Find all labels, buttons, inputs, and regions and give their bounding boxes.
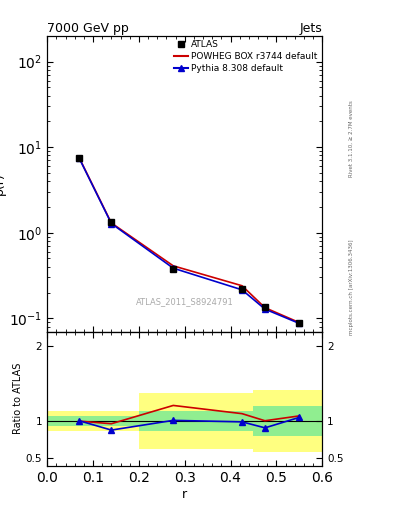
Text: mcplots.cern.ch [arXiv:1306.3436]: mcplots.cern.ch [arXiv:1306.3436] xyxy=(349,239,354,334)
Legend: ATLAS, POWHEG BOX r3744 default, Pythia 8.308 default: ATLAS, POWHEG BOX r3744 default, Pythia … xyxy=(174,40,318,73)
Text: ATLAS_2011_S8924791: ATLAS_2011_S8924791 xyxy=(136,297,233,307)
Text: Jets: Jets xyxy=(299,22,322,35)
Y-axis label: ρ(r): ρ(r) xyxy=(0,173,6,195)
Text: 7000 GeV pp: 7000 GeV pp xyxy=(47,22,129,35)
Y-axis label: Ratio to ATLAS: Ratio to ATLAS xyxy=(13,363,23,434)
X-axis label: r: r xyxy=(182,487,187,501)
Text: Rivet 3.1.10, ≥ 2.7M events: Rivet 3.1.10, ≥ 2.7M events xyxy=(349,100,354,177)
